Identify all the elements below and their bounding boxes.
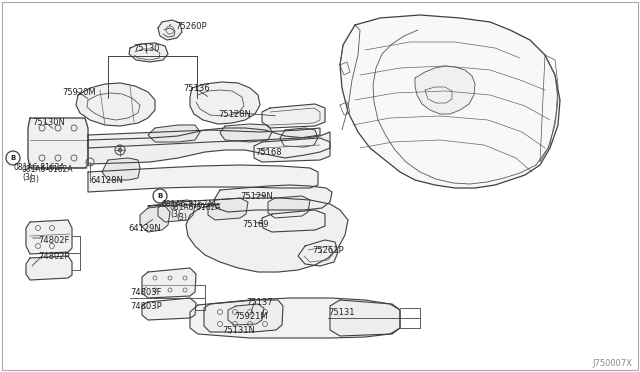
Text: (3): (3) (170, 210, 181, 219)
Text: 081A6-8162A: 081A6-8162A (14, 163, 66, 172)
Polygon shape (148, 198, 348, 272)
Text: (3): (3) (176, 213, 187, 222)
Text: 74803F: 74803F (130, 288, 161, 297)
Text: 75131N: 75131N (222, 326, 255, 335)
Polygon shape (214, 185, 332, 212)
Polygon shape (208, 198, 248, 220)
Text: 75260P: 75260P (175, 22, 207, 31)
Text: 75130: 75130 (133, 44, 159, 53)
Polygon shape (190, 298, 400, 338)
Polygon shape (158, 20, 182, 40)
Text: 75131: 75131 (328, 308, 355, 317)
Polygon shape (190, 82, 260, 124)
Polygon shape (102, 158, 140, 180)
Text: 75169: 75169 (242, 220, 269, 229)
Text: 75261P: 75261P (312, 246, 344, 255)
Polygon shape (415, 66, 475, 114)
Text: 64128N: 64128N (90, 176, 123, 185)
Polygon shape (142, 268, 196, 298)
Text: B: B (157, 193, 163, 199)
Polygon shape (129, 43, 168, 62)
Text: B: B (10, 155, 15, 161)
Text: (3): (3) (22, 173, 33, 182)
Polygon shape (140, 206, 170, 232)
Polygon shape (88, 165, 318, 192)
Polygon shape (262, 104, 325, 128)
Text: 74802F: 74802F (38, 236, 69, 245)
Polygon shape (220, 124, 272, 142)
Polygon shape (158, 200, 195, 222)
Polygon shape (26, 256, 72, 280)
Text: 75921M: 75921M (234, 312, 268, 321)
Text: (3): (3) (28, 175, 39, 184)
Polygon shape (254, 138, 330, 162)
Text: 74803P: 74803P (130, 302, 162, 311)
Text: 081A6-8162A: 081A6-8162A (162, 200, 214, 209)
Text: 75129N: 75129N (240, 192, 273, 201)
Polygon shape (28, 118, 88, 168)
Text: 64129N: 64129N (128, 224, 161, 233)
Polygon shape (330, 300, 400, 336)
Polygon shape (228, 304, 264, 325)
Text: J750007X: J750007X (592, 359, 632, 368)
Polygon shape (142, 298, 196, 320)
Text: 081A6-8162A: 081A6-8162A (170, 203, 221, 212)
Polygon shape (88, 128, 320, 148)
Text: 74802P: 74802P (38, 252, 70, 261)
Text: 75137: 75137 (246, 298, 273, 307)
Text: 75130N: 75130N (32, 118, 65, 127)
Polygon shape (76, 83, 155, 126)
Circle shape (118, 148, 122, 152)
Polygon shape (204, 300, 283, 332)
Polygon shape (148, 125, 200, 142)
Polygon shape (26, 220, 72, 254)
Text: 75128N: 75128N (218, 110, 251, 119)
Text: 75168: 75168 (255, 148, 282, 157)
Text: 081A6-8162A: 081A6-8162A (22, 165, 74, 174)
Polygon shape (88, 128, 330, 164)
Polygon shape (262, 210, 325, 232)
Polygon shape (340, 15, 560, 188)
Text: 75920M: 75920M (62, 88, 95, 97)
Polygon shape (298, 240, 338, 266)
Polygon shape (280, 128, 318, 147)
Text: 75136: 75136 (183, 84, 210, 93)
Polygon shape (268, 196, 310, 218)
